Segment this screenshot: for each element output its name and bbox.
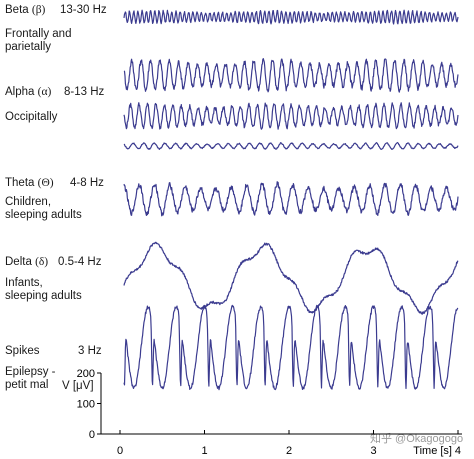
y-tick-label: 100 xyxy=(77,399,95,411)
trace-spikes-6 xyxy=(123,304,459,391)
trace-beta-1 xyxy=(123,58,459,93)
alpha-symbol: (α) xyxy=(37,86,52,98)
x-tick-label: 2 xyxy=(286,445,292,457)
beta-name: Beta xyxy=(5,4,29,16)
delta-freq: 0.5-4 Hz xyxy=(58,256,102,268)
trace-alpha-3 xyxy=(123,141,459,150)
x-axis-label: Time [s] xyxy=(413,445,452,457)
spikes-location-line2: petit mal xyxy=(5,379,49,391)
x-tick-label: 0 xyxy=(117,445,123,457)
theta-location-line2: sleeping adults xyxy=(5,209,82,221)
theta-location-line1: Children, xyxy=(5,196,52,208)
delta-location-line2: sleeping adults xyxy=(5,290,82,302)
y-axis-label: V [μV] xyxy=(62,380,94,392)
theta-freq: 4-8 Hz xyxy=(70,177,104,189)
x-tick-label: 1 xyxy=(201,445,207,457)
spikes-name: Spikes xyxy=(5,345,40,357)
watermark: 知乎 @Okagogogo xyxy=(370,433,464,445)
delta-symbol: (δ) xyxy=(35,256,49,268)
alpha-location-line1: Occipitally xyxy=(5,111,58,123)
trace-beta-0 xyxy=(123,9,459,25)
y-tick-label: 0 xyxy=(89,429,95,441)
beta-location-line2: parietally xyxy=(5,41,52,53)
y-tick-label: 200 xyxy=(77,368,95,380)
spikes-location-line1: Epilepsy - xyxy=(5,366,56,378)
trace-alpha-2 xyxy=(123,102,459,130)
beta-location-line1: Frontally and xyxy=(5,28,72,40)
trace-delta-5 xyxy=(123,241,459,315)
delta-title: Delta (δ) xyxy=(5,256,48,269)
delta-name: Delta xyxy=(5,256,32,268)
beta-title: Beta (β) xyxy=(5,4,45,17)
trace-theta-4 xyxy=(123,181,459,217)
alpha-title: Alpha (α) xyxy=(5,86,51,99)
theta-symbol: (Θ) xyxy=(37,177,54,189)
beta-symbol: (β) xyxy=(31,4,46,16)
alpha-freq: 8-13 Hz xyxy=(64,86,105,98)
x-tick-label: 4 xyxy=(455,445,461,457)
beta-freq: 13-30 Hz xyxy=(60,4,107,16)
alpha-name: Alpha xyxy=(5,86,35,98)
theta-name: Theta xyxy=(5,177,35,189)
theta-title: Theta (Θ) xyxy=(5,177,54,190)
x-tick-label: 3 xyxy=(370,445,376,457)
delta-location-line1: Infants, xyxy=(5,277,43,289)
spikes-freq: 3 Hz xyxy=(78,345,102,357)
